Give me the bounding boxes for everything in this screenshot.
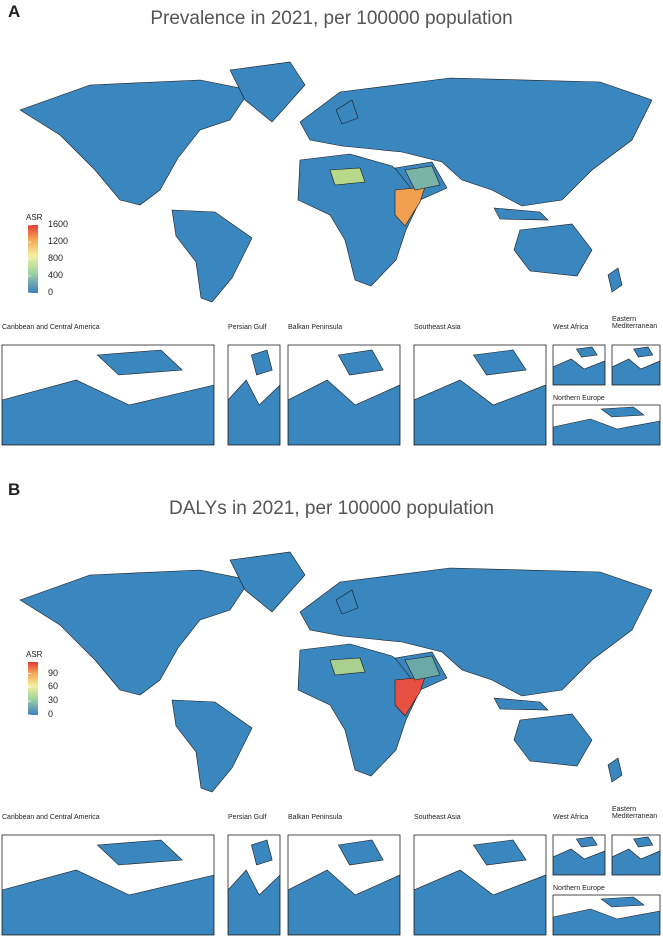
map-title: Prevalence in 2021, per 100000 populatio… xyxy=(150,8,513,29)
inset-frame xyxy=(227,344,281,446)
inset-label: Balkan Peninsula xyxy=(288,814,343,821)
land xyxy=(337,349,384,376)
region xyxy=(329,657,366,676)
land xyxy=(228,379,280,445)
land xyxy=(553,908,660,935)
region xyxy=(329,167,366,186)
legend-title: ASR xyxy=(26,650,43,659)
inset-map xyxy=(612,836,660,875)
inset-map xyxy=(553,346,605,385)
inset-label: Caribbean and Central America xyxy=(2,324,100,331)
world-map xyxy=(19,61,653,303)
inset-label: Persian Gulf xyxy=(228,324,267,331)
land xyxy=(2,379,214,445)
inset-frame xyxy=(552,344,606,386)
panel-label: A xyxy=(8,2,21,21)
inset-map xyxy=(553,406,660,445)
inset-frame xyxy=(227,834,281,936)
inset-label: Southeast Asia xyxy=(414,324,461,331)
land xyxy=(337,839,384,866)
inset-map xyxy=(228,839,280,935)
land xyxy=(612,358,660,385)
inset-map xyxy=(2,349,214,445)
land xyxy=(575,836,598,848)
inset-label: Northern Europe xyxy=(553,395,605,402)
land xyxy=(553,418,660,445)
land xyxy=(414,379,546,445)
land xyxy=(472,349,527,376)
land xyxy=(251,349,273,376)
legend-tick-label: 30 xyxy=(48,695,59,706)
land xyxy=(228,869,280,935)
inset-label: Balkan Peninsula xyxy=(288,324,343,331)
inset-map xyxy=(414,349,546,445)
inset-map xyxy=(553,896,660,935)
inset-frame xyxy=(552,404,661,446)
legend-tick-label: 90 xyxy=(48,667,59,678)
legend-tick-label: 1200 xyxy=(48,236,69,246)
land xyxy=(414,869,546,935)
inset-frame xyxy=(287,834,401,936)
inset-map xyxy=(228,349,280,445)
legend-tick-label: 1600 xyxy=(48,219,69,229)
land xyxy=(612,848,660,875)
inset-frame xyxy=(552,834,606,876)
land xyxy=(288,379,400,445)
map-title: DALYs in 2021, per 100000 population xyxy=(168,498,494,519)
world-map xyxy=(19,551,653,793)
inset-frame xyxy=(1,344,215,446)
colorbar xyxy=(28,225,38,293)
panel-label: B xyxy=(8,480,21,499)
inset-frame xyxy=(413,834,547,936)
land xyxy=(600,896,645,908)
region xyxy=(404,655,441,681)
legend-tick-label: 0 xyxy=(48,709,54,719)
inset-frame xyxy=(611,344,661,386)
legend-tick-label: 0 xyxy=(48,287,54,297)
inset-label: Southeast Asia xyxy=(414,814,461,821)
inset-label: Northern Europe xyxy=(553,885,605,892)
region xyxy=(404,165,441,191)
inset-map xyxy=(288,349,400,445)
land xyxy=(553,358,605,385)
land xyxy=(575,346,598,358)
inset-label: Eastern Mediterranean xyxy=(612,316,658,330)
inset-label: Eastern Mediterranean xyxy=(612,806,658,820)
inset-map xyxy=(612,346,660,385)
inset-frame xyxy=(552,894,661,936)
inset-label: Persian Gulf xyxy=(228,814,267,821)
inset-frame xyxy=(413,344,547,446)
land xyxy=(553,848,605,875)
land xyxy=(472,839,527,866)
inset-map xyxy=(2,839,214,935)
legend-tick-label: 800 xyxy=(48,253,64,263)
legend-tick-label: 60 xyxy=(48,681,59,692)
inset-frame xyxy=(611,834,661,876)
inset-map xyxy=(553,836,605,875)
land xyxy=(2,869,214,935)
inset-map xyxy=(414,839,546,935)
inset-label: West Africa xyxy=(553,324,589,331)
land xyxy=(96,839,183,866)
legend-title: ASR xyxy=(26,213,43,222)
land xyxy=(288,869,400,935)
inset-label: West Africa xyxy=(553,814,589,821)
land xyxy=(633,836,654,848)
land xyxy=(96,349,183,376)
land xyxy=(251,839,273,866)
inset-frame xyxy=(1,834,215,936)
inset-map xyxy=(288,839,400,935)
inset-frame xyxy=(287,344,401,446)
land xyxy=(633,346,654,358)
colorbar xyxy=(28,662,38,715)
legend-tick-label: 400 xyxy=(48,270,64,280)
land xyxy=(600,406,645,418)
inset-label: Caribbean and Central America xyxy=(2,814,100,821)
